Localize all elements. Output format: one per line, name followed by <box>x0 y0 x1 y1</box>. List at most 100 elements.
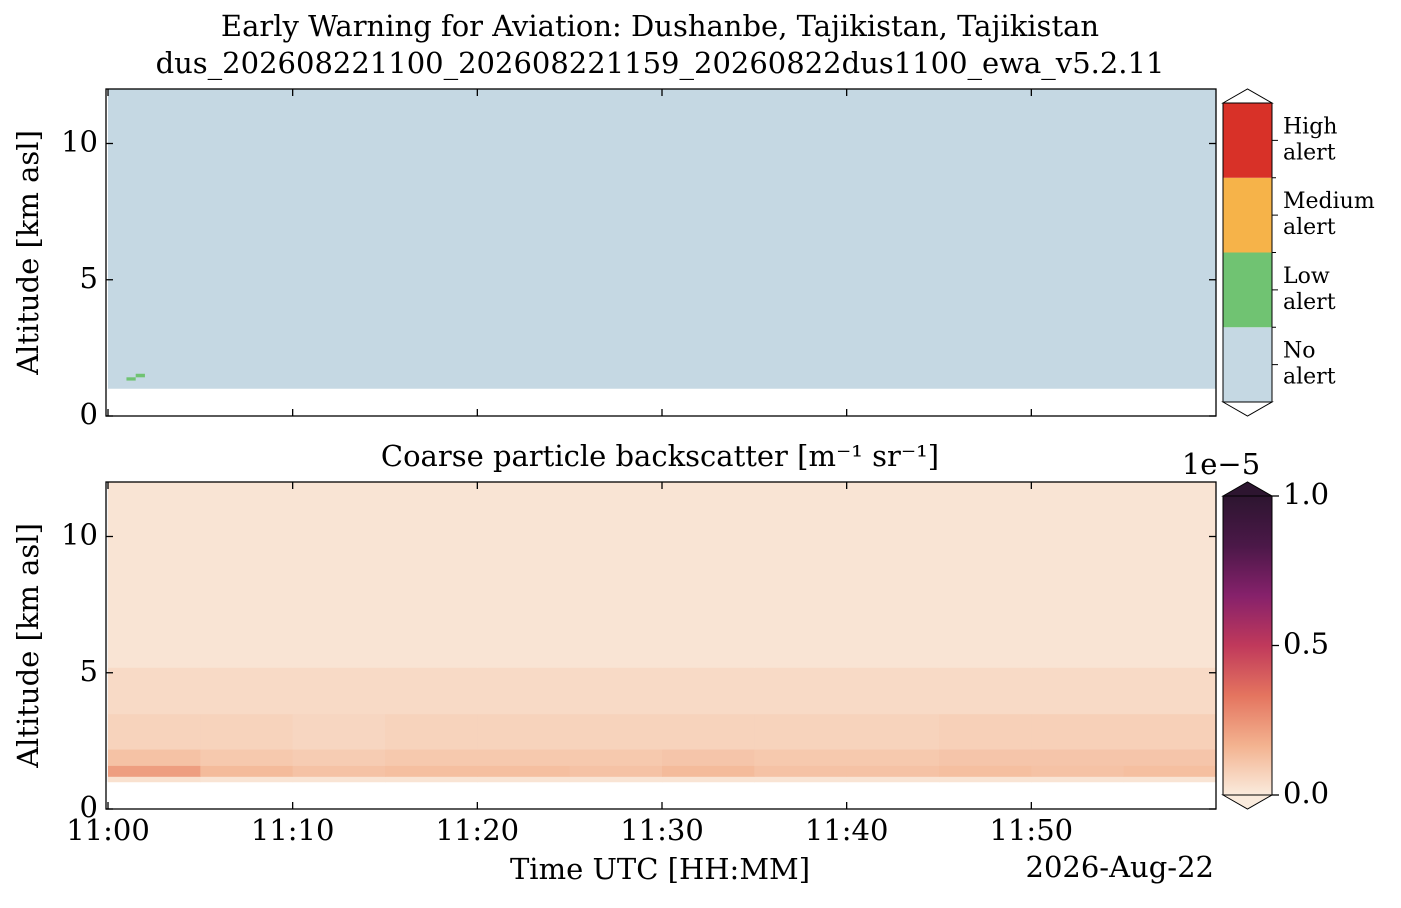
heat-cell <box>754 667 848 715</box>
y-tick-label: 10 <box>61 518 98 552</box>
alert-cell <box>135 373 145 378</box>
colorbar-extend <box>1221 401 1274 417</box>
heat-cell <box>846 713 940 750</box>
colorbar-frame <box>1222 102 1273 403</box>
heat-cell <box>754 749 848 766</box>
heat-cell <box>108 749 201 766</box>
heat-cell <box>200 713 294 750</box>
colorbar-label: High alert <box>1283 114 1337 165</box>
heat-cell <box>292 482 386 668</box>
heat-cell <box>1031 482 1125 668</box>
heat-cell <box>1123 482 1217 668</box>
x-tick-label: 11:40 <box>805 813 889 847</box>
x-tick-label: 11:00 <box>66 813 150 847</box>
colorbar <box>1222 495 1273 796</box>
heat-cell <box>846 482 940 668</box>
x-tick-label: 11:10 <box>251 813 335 847</box>
heat-cell <box>108 713 201 750</box>
heat-cell <box>939 776 1032 783</box>
heat-cell <box>108 776 201 783</box>
colorbar-tick-label: 0.0 <box>1283 776 1329 810</box>
x-tick-label: 11:50 <box>990 813 1074 847</box>
heat-cell <box>754 776 848 783</box>
y-axis-label: Altitude [km asl] <box>11 523 45 769</box>
panel-title: Coarse particle backscatter [m⁻¹ sr⁻¹] <box>381 439 939 473</box>
heat-cell <box>846 749 940 766</box>
heat-cell <box>1123 667 1217 715</box>
heat-cell <box>662 667 755 715</box>
heat-cell <box>200 482 294 668</box>
heat-cell <box>108 667 201 715</box>
heat-cell <box>1123 765 1217 777</box>
heat-cell <box>292 667 386 715</box>
heat-cell <box>292 776 386 783</box>
heat-cell <box>939 482 1032 668</box>
x-tick-label: 11:30 <box>620 813 704 847</box>
heat-cell <box>200 765 294 777</box>
heat-cell <box>754 713 848 750</box>
x-axis-label: Time UTC [HH:MM] <box>510 852 810 886</box>
y-axis-label: Altitude [km asl] <box>11 130 45 376</box>
heat-cell <box>846 765 940 777</box>
heat-cell <box>569 765 663 777</box>
heat-cell <box>939 667 1032 715</box>
heat-cell <box>1031 667 1125 715</box>
heat-cell <box>1031 749 1125 766</box>
colorbar-label: Low alert <box>1283 264 1336 315</box>
heat-cell <box>477 765 571 777</box>
heat-cell <box>569 667 663 715</box>
heat-cell <box>385 765 478 777</box>
heat-cell <box>385 482 478 668</box>
heat-cell <box>569 713 663 750</box>
heat-cell <box>385 776 478 783</box>
heat-cell <box>292 749 386 766</box>
colorbar-segment <box>1223 252 1272 328</box>
heat-cell <box>1123 776 1217 783</box>
heat-cell <box>939 749 1032 766</box>
heat-cell <box>1031 765 1125 777</box>
heat-cell <box>569 776 663 783</box>
heat-cell <box>1031 776 1125 783</box>
heat-cell <box>754 765 848 777</box>
heat-cell <box>754 482 848 668</box>
heat-cell <box>477 667 571 715</box>
colorbar-tick-label: 0.5 <box>1283 627 1329 661</box>
heat-cell <box>662 765 755 777</box>
colorbar-extend <box>1221 794 1274 810</box>
heat-cell <box>939 765 1032 777</box>
heat-cell <box>292 713 386 750</box>
heat-cell <box>846 776 940 783</box>
colorbar-segment <box>1223 177 1272 253</box>
heat-cell <box>385 667 478 715</box>
y-tick-label: 5 <box>80 654 98 688</box>
heat-cell <box>662 713 755 750</box>
heat-cell <box>477 749 571 766</box>
date-label: 2026-Aug-22 <box>1026 850 1215 884</box>
heat-cell <box>477 482 571 668</box>
heat-cell <box>108 765 201 777</box>
colorbar-segment <box>1223 327 1272 402</box>
colorbar-label: No alert <box>1283 339 1336 390</box>
heat-cell <box>846 667 940 715</box>
heat-cell <box>477 713 571 750</box>
y-tick-label: 0 <box>80 397 98 431</box>
y-tick-label: 5 <box>80 261 98 295</box>
colorbar-extend <box>1221 481 1274 497</box>
heat-cell <box>662 776 755 783</box>
alert-cell <box>126 377 136 381</box>
heat-cell <box>200 776 294 783</box>
heat-cell <box>939 713 1032 750</box>
heat-cell <box>385 749 478 766</box>
alert-cell <box>108 89 1216 389</box>
colorbar-extend <box>1221 88 1274 104</box>
axes-frame <box>105 481 1217 810</box>
heat-cell <box>200 749 294 766</box>
y-tick-label: 10 <box>61 125 98 159</box>
colorbar-multiplier: 1e−5 <box>1182 447 1260 481</box>
heat-cell <box>477 776 571 783</box>
heat-cell <box>569 749 663 766</box>
chart-title: Early Warning for Aviation: Dushanbe, Ta… <box>221 9 1099 43</box>
heat-cell <box>662 749 755 766</box>
heat-cell <box>1123 713 1217 750</box>
